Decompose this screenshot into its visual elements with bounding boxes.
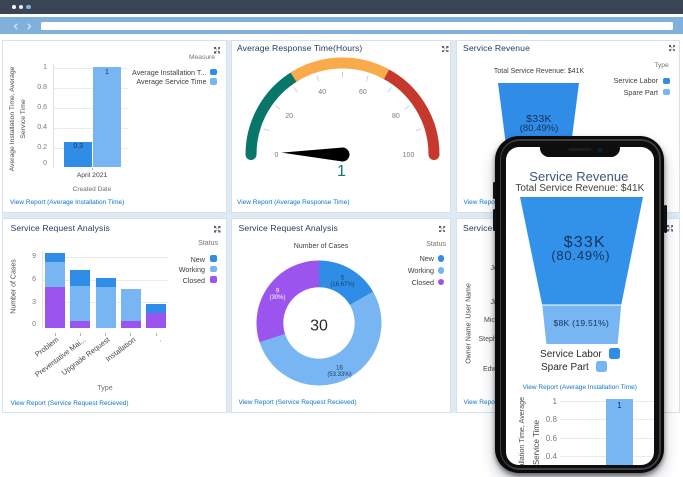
svg-text:(53.33%): (53.33%) [327, 372, 351, 378]
svg-text:16: 16 [336, 365, 343, 371]
svg-text:0: 0 [275, 152, 279, 159]
svg-text:20: 20 [285, 113, 293, 120]
svg-text:5: 5 [341, 276, 345, 282]
svg-text:(30%): (30%) [269, 295, 285, 301]
svg-text:1: 1 [337, 163, 346, 180]
svg-text:100: 100 [403, 152, 415, 159]
svg-text:9: 9 [276, 289, 280, 295]
svg-text:30: 30 [310, 318, 328, 335]
svg-text:60: 60 [359, 89, 367, 96]
svg-text:(16.67%): (16.67%) [330, 282, 354, 288]
svg-text:40: 40 [318, 89, 326, 96]
svg-text:80: 80 [392, 113, 400, 120]
